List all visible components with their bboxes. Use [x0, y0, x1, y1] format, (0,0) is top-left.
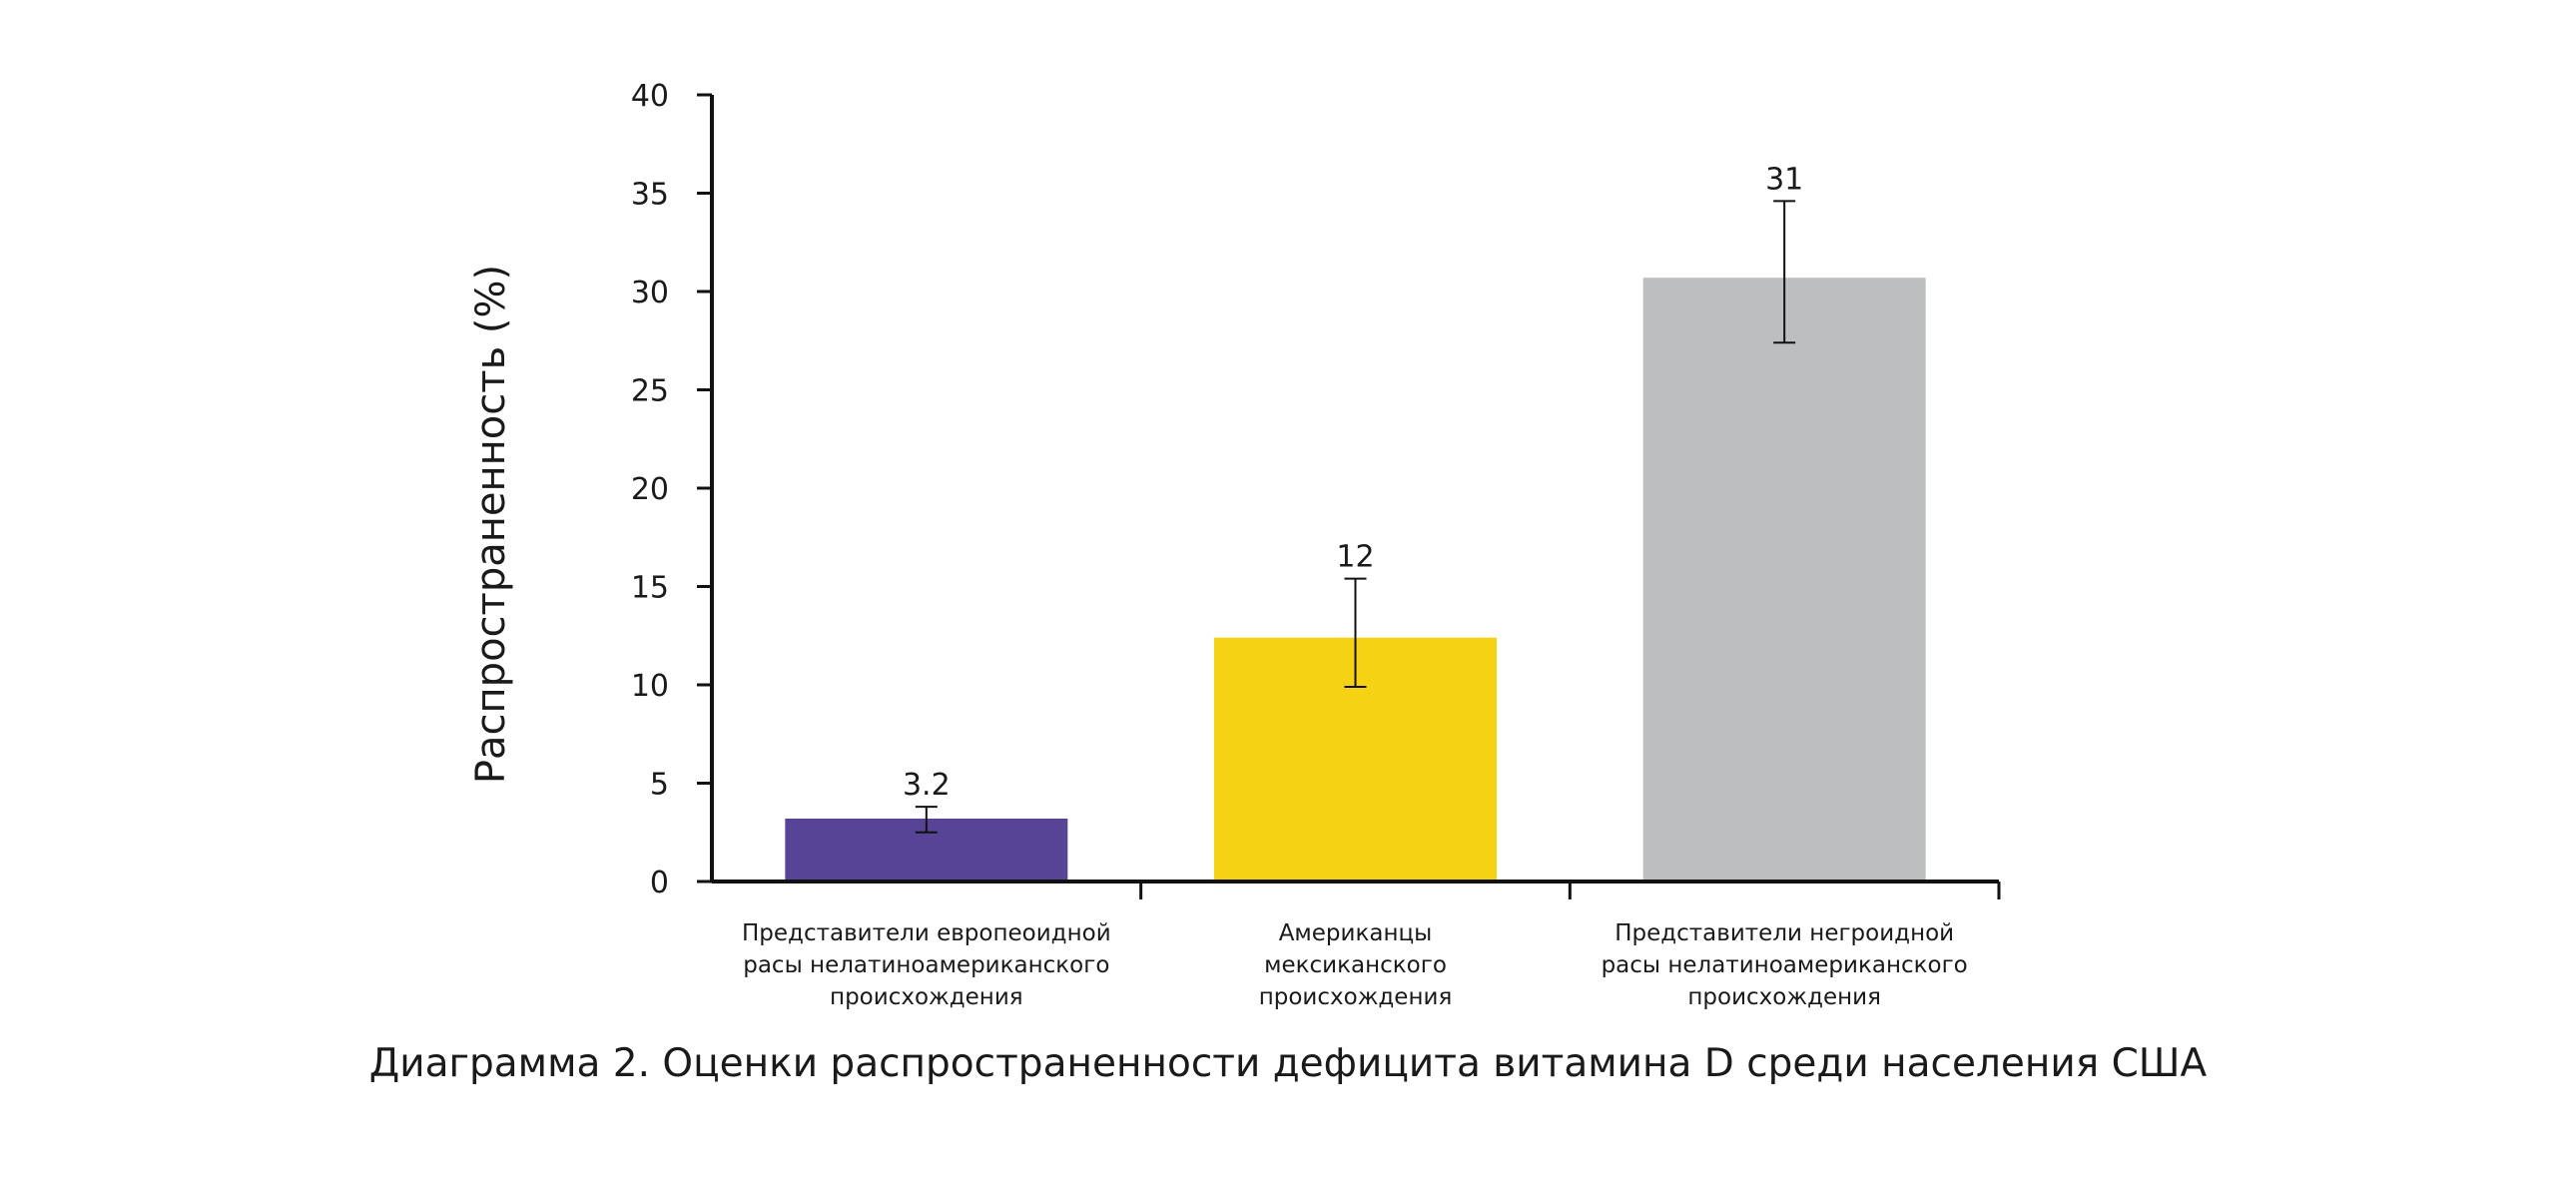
chart-error-bars	[915, 200, 1796, 834]
chart-caption: Диаграмма 2. Оценки распространенности д…	[369, 1041, 2208, 1086]
x-category-label-line: расы нелатиноамериканского	[743, 952, 1109, 978]
data-label: 31	[1765, 162, 1803, 197]
x-category-label-line: происхождения	[1259, 984, 1453, 1010]
x-category-label: Представители негроидной расы нелатиноаме…	[1602, 920, 1968, 1010]
y-tick-label: 40	[631, 79, 669, 114]
chart-data-labels: 3.2 12 31	[903, 162, 1803, 803]
y-tick-label: 25	[631, 374, 669, 409]
x-category-label-line: мексиканского	[1264, 952, 1447, 978]
chart-category-labels: Представители европеоидной расы нелатиноа…	[742, 920, 1968, 1010]
x-category-label-line: Представители европеоидной	[742, 920, 1111, 946]
y-tick-label: 30	[631, 276, 669, 310]
y-tick-label: 15	[631, 571, 669, 606]
data-label: 12	[1336, 540, 1374, 575]
y-tick-label: 0	[650, 866, 669, 900]
x-category-label: Американцы мексиканского происхождения	[1259, 920, 1453, 1010]
chart-bars	[785, 278, 1926, 881]
y-tick-label: 20	[631, 472, 669, 507]
chart-axes: 0 5 10 15 20 25 30 35 40	[631, 79, 2001, 900]
bar	[1642, 278, 1926, 881]
x-category-label-line: Представители негроидной	[1614, 920, 1954, 946]
x-category-label-line: расы нелатиноамериканского	[1602, 952, 1968, 978]
y-tick-label: 5	[650, 768, 669, 803]
data-label: 3.2	[903, 768, 951, 803]
y-tick-label: 35	[631, 178, 669, 213]
x-category-label: Представители европеоидной расы нелатиноа…	[742, 920, 1111, 1010]
y-axis-title: Распространенность (%)	[468, 265, 514, 784]
x-category-label-line: происхождения	[830, 984, 1023, 1010]
x-category-label-line: Американцы	[1279, 920, 1433, 946]
y-tick-label: 10	[631, 669, 669, 704]
x-category-label-line: происхождения	[1687, 984, 1881, 1010]
